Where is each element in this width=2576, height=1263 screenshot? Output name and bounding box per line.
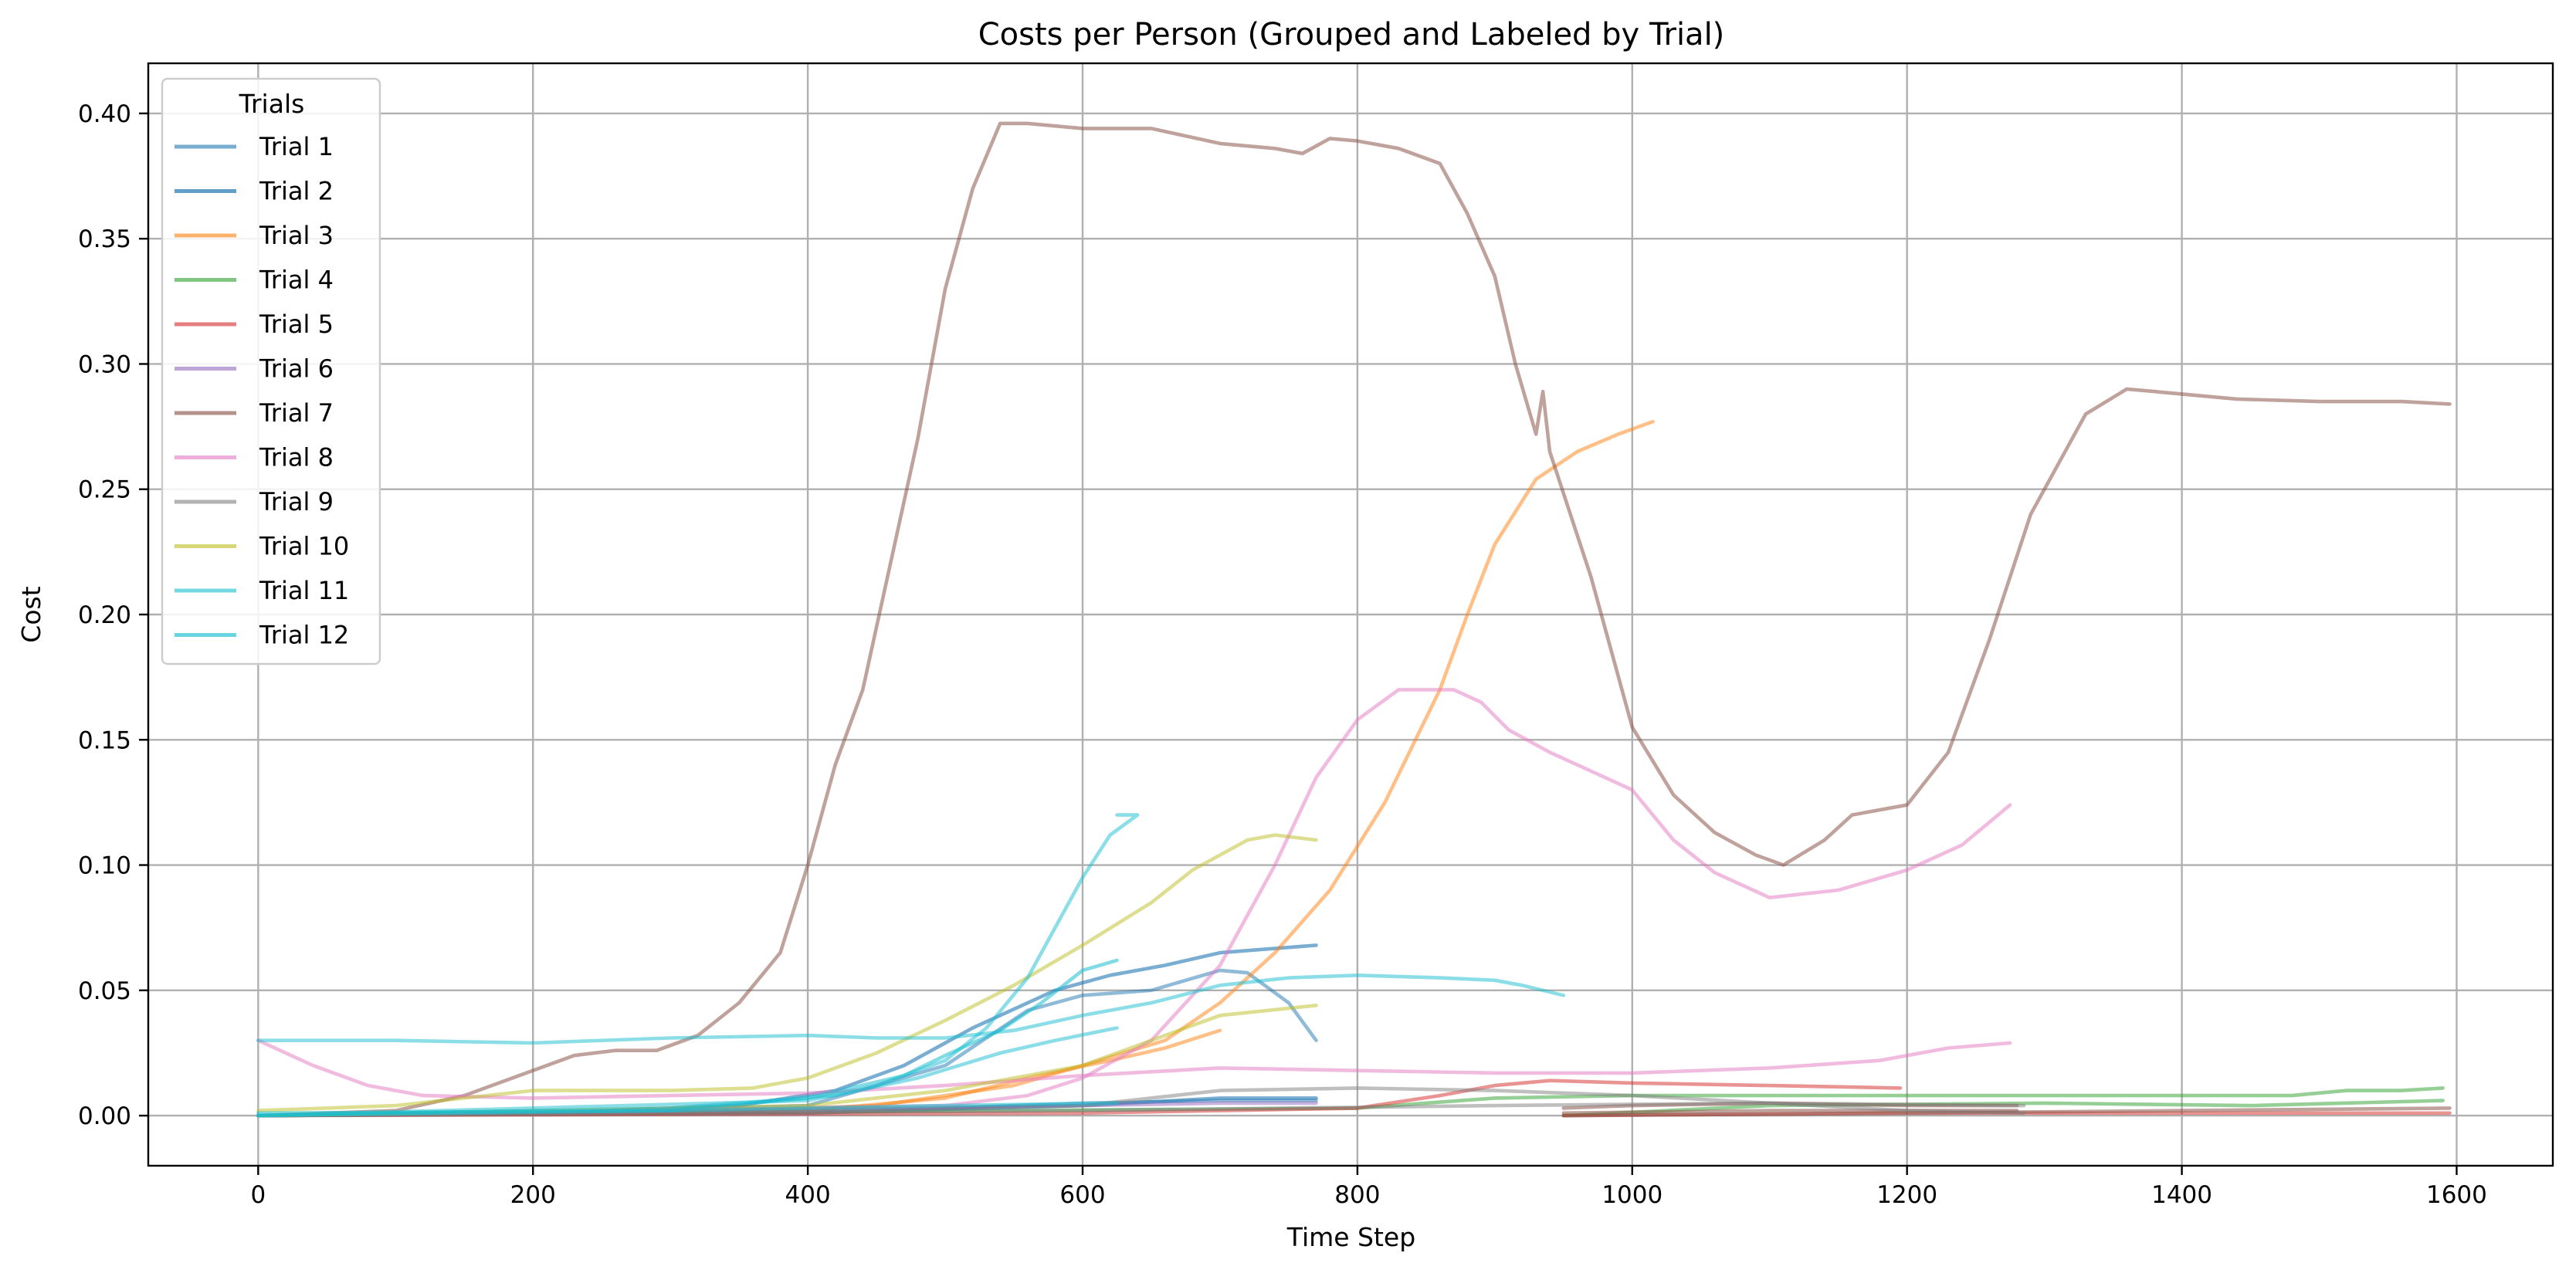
series-trial-11: [256, 813, 1566, 1118]
series-line: [256, 1101, 2026, 1118]
x-axis-label: Time Step: [1286, 1222, 1415, 1252]
series-trial-4: [256, 1086, 2445, 1118]
x-tick-label: 200: [510, 1181, 556, 1209]
legend-label: Trial 12: [259, 621, 349, 650]
legend-box: [161, 77, 381, 665]
legend-label: Trial 2: [259, 177, 334, 206]
series-line: [256, 688, 2012, 1118]
legend-label: Trial 5: [259, 310, 334, 339]
series-layer: [256, 121, 2452, 1118]
series-line: [256, 973, 1566, 1045]
series-line: [256, 1086, 2026, 1118]
legend-label: Trial 1: [259, 132, 334, 161]
series-trial-8: [256, 688, 2012, 1118]
x-tick-label: 1600: [2426, 1181, 2487, 1209]
x-tick-label: 600: [1059, 1181, 1105, 1209]
x-tick-label: 1400: [2151, 1181, 2212, 1209]
legend-label: Trial 8: [259, 443, 334, 472]
legend-title: Trials: [239, 89, 305, 119]
y-tick-label: 0.05: [78, 977, 131, 1005]
legend-label: Trial 7: [259, 398, 334, 428]
legend: Trials Trial 1 Trial 2 Trial 3 Trial 4 Trial …: [161, 77, 381, 665]
y-tick-label: 0.25: [78, 476, 131, 504]
y-tick-label: 0.15: [78, 726, 131, 754]
y-tick-label: 0.10: [78, 852, 131, 880]
chart-title: Costs per Person (Grouped and Labeled by…: [978, 17, 1725, 52]
tick-layer: 0 200 400 600 800 1000 1200 1400 1600 0.00 0.05 0.1…: [78, 100, 2487, 1209]
legend-label: Trial 6: [259, 354, 334, 384]
y-tick-label: 0.35: [78, 225, 131, 253]
y-tick-label: 0.30: [78, 350, 131, 378]
series-line: [256, 833, 1318, 1112]
legend-label: Trial 9: [259, 487, 334, 516]
y-tick-label: 0.00: [78, 1102, 131, 1130]
series-line: [256, 1086, 2445, 1118]
legend-label: Trial 4: [259, 266, 334, 295]
x-tick-label: 800: [1334, 1181, 1380, 1209]
legend-label: Trial 3: [259, 221, 334, 250]
legend-label: Trial 10: [259, 532, 349, 561]
series-line: [256, 1078, 1903, 1118]
legend-label: Trial 11: [259, 576, 349, 605]
series-line: [256, 121, 2452, 1118]
series-line: [256, 1026, 1119, 1118]
series-line: [1561, 1106, 2452, 1118]
y-tick-label: 0.20: [78, 601, 131, 629]
series-line: [256, 958, 1119, 1118]
series-line: [1561, 1099, 2445, 1118]
x-tick-label: 400: [785, 1181, 831, 1209]
series-trial-12: [256, 958, 1119, 1118]
y-axis-label: Cost: [16, 586, 46, 642]
x-tick-label: 1000: [1602, 1181, 1663, 1209]
series-line: [256, 1038, 2012, 1100]
x-tick-label: 0: [250, 1181, 266, 1209]
series-line: [256, 1101, 1119, 1116]
x-tick-label: 1200: [1876, 1181, 1937, 1209]
grid-layer: [148, 63, 2553, 1166]
series-trial-9: [256, 1086, 2026, 1118]
y-tick-label: 0.40: [78, 100, 131, 128]
